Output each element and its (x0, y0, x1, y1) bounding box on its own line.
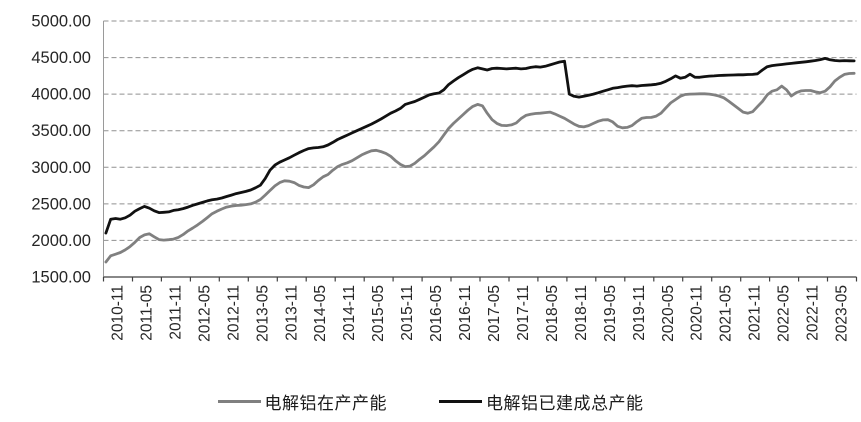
x-tick-label: 2017-05 (486, 285, 503, 342)
x-tick-label: 2012-05 (196, 285, 213, 342)
y-tick-label: 2500.00 (31, 195, 91, 213)
series-line-total-built-capacity (104, 57, 856, 235)
y-tick-label: 3500.00 (31, 122, 91, 140)
x-tick-label: 2016-11 (457, 285, 474, 341)
x-tick-label: 2023-05 (834, 285, 851, 342)
y-tick-label: 4500.00 (31, 49, 91, 67)
x-tick-label: 2020-05 (660, 285, 677, 342)
x-tick-label: 2018-11 (573, 285, 590, 341)
series-line-operating-capacity (104, 71, 856, 264)
x-tick-label: 2011-11 (167, 285, 184, 340)
x-tick-label: 2022-05 (776, 285, 793, 342)
y-tick-label: 2000.00 (31, 232, 91, 250)
legend-item-total-built-capacity: 电解铝已建成总产能 (439, 389, 644, 414)
legend-label-operating-capacity: 电解铝在产产能 (264, 393, 387, 413)
y-tick-label: 3000.00 (31, 159, 91, 177)
x-tick-label: 2018-05 (544, 285, 561, 342)
x-tick-label: 2017-11 (515, 285, 532, 341)
x-tick-label: 2015-05 (370, 285, 387, 342)
y-tick-label: 1500.00 (31, 269, 91, 287)
x-tick-label: 2014-11 (341, 285, 358, 341)
x-tick-label: 2015-11 (399, 285, 416, 341)
legend-label-total-built-capacity: 电解铝已建成总产能 (486, 393, 644, 413)
x-tick-label: 2022-11 (805, 285, 822, 341)
x-tick-label: 2019-11 (631, 285, 648, 341)
x-tick-label: 2021-05 (718, 285, 735, 342)
x-tick-label: 2019-05 (602, 285, 619, 342)
x-tick-label: 2012-11 (225, 285, 242, 341)
x-tick-label: 2020-11 (689, 285, 706, 341)
y-tick-label: 5000.00 (31, 13, 91, 31)
x-tick-label: 2016-05 (428, 285, 445, 342)
x-tick-label: 2021-11 (747, 285, 764, 341)
x-tick-label: 2011-05 (138, 285, 155, 341)
x-tick-label: 2013-05 (254, 285, 271, 342)
legend: 电解铝在产产能 电解铝已建成总产能 (0, 387, 861, 415)
total-built-capacity-line-sample-icon (439, 399, 482, 403)
y-tick-label: 4000.00 (31, 86, 91, 104)
x-tick-label: 2013-11 (283, 285, 300, 341)
x-tick-label: 2014-05 (312, 285, 329, 342)
operating-capacity-line-sample-icon (217, 399, 261, 403)
legend-item-operating-capacity: 电解铝在产产能 (217, 389, 388, 414)
x-tick-label: 2010-11 (110, 285, 127, 341)
